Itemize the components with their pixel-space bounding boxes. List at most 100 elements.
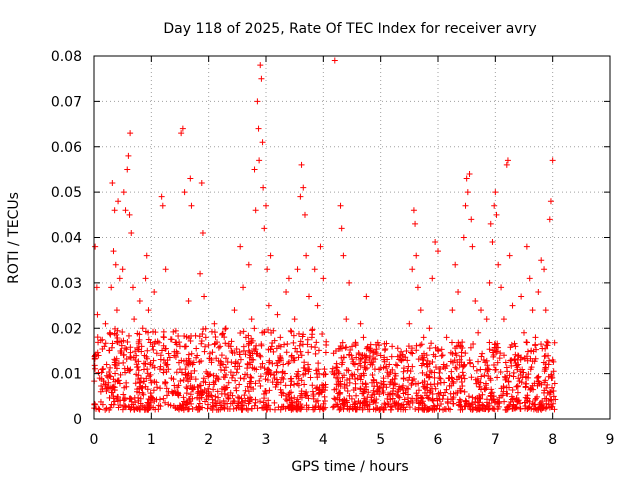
data-point [403, 401, 410, 408]
data-point [346, 375, 353, 382]
data-point [477, 405, 484, 412]
data-point [410, 207, 417, 214]
data-point [351, 401, 358, 408]
data-point [476, 383, 483, 390]
data-point [435, 248, 441, 255]
data-point [94, 311, 101, 318]
x-tick-label: 8 [548, 432, 557, 448]
data-point [337, 405, 344, 412]
data-point [110, 248, 117, 255]
data-point [517, 356, 524, 363]
data-point [322, 381, 329, 388]
data-point [457, 343, 464, 350]
data-point [432, 239, 439, 246]
data-point [139, 325, 146, 332]
y-axis-label: ROTI / TECUs [6, 192, 22, 284]
x-axis-ticks: 0 1 2 3 4 5 6 7 8 9 [90, 56, 614, 448]
data-point [370, 387, 377, 394]
data-point [386, 371, 393, 378]
data-point [532, 334, 539, 341]
data-point [290, 339, 297, 346]
data-point [197, 270, 204, 277]
data-point [424, 381, 431, 388]
data-point [436, 396, 443, 403]
data-point [167, 402, 174, 409]
data-point [132, 348, 139, 355]
data-point [258, 75, 265, 82]
data-point [418, 341, 425, 348]
data-point [339, 339, 346, 346]
data-point [265, 397, 272, 404]
data-point [506, 384, 513, 391]
data-point [434, 402, 441, 409]
data-point [321, 398, 328, 405]
data-point [458, 379, 465, 386]
data-point [425, 395, 432, 402]
data-point [263, 202, 269, 209]
x-tick-label: 1 [147, 432, 156, 448]
data-point [361, 395, 368, 402]
data-point [512, 351, 519, 358]
data-point [297, 348, 304, 355]
data-point [387, 396, 394, 403]
data-point [265, 326, 272, 333]
data-point [162, 399, 169, 406]
data-point [125, 367, 132, 374]
data-point [179, 125, 186, 132]
data-point [97, 388, 104, 395]
data-point [545, 361, 552, 368]
data-point [260, 405, 267, 412]
data-point [286, 389, 293, 396]
data-point [419, 352, 426, 359]
data-point [237, 330, 244, 337]
data-point [386, 361, 393, 368]
data-point [466, 170, 473, 177]
data-point [252, 207, 259, 214]
data-point [542, 365, 549, 372]
data-point [111, 207, 118, 214]
data-point [204, 370, 211, 377]
data-point [544, 381, 551, 388]
data-point [340, 401, 347, 408]
data-point [156, 366, 163, 373]
data-point [408, 381, 415, 388]
data-point [174, 384, 181, 391]
data-point [493, 348, 500, 355]
data-point [151, 288, 158, 295]
data-point [215, 406, 222, 413]
data-point [271, 337, 278, 344]
data-point [357, 362, 364, 369]
data-point [215, 376, 222, 383]
data-point [107, 329, 114, 336]
data-point [198, 337, 205, 344]
data-point [119, 266, 126, 273]
data-point [135, 346, 142, 353]
data-point [162, 345, 169, 352]
data-point [110, 376, 117, 383]
data-point [334, 375, 341, 382]
data-point [404, 367, 411, 374]
data-point [269, 360, 276, 367]
data-point [120, 337, 127, 344]
data-point [175, 359, 182, 366]
data-point [230, 405, 237, 412]
data-point [160, 395, 167, 402]
data-point [228, 347, 235, 354]
data-point [463, 175, 470, 182]
data-point [520, 369, 527, 376]
data-point [202, 325, 209, 332]
data-point [524, 348, 531, 355]
data-point [438, 401, 445, 408]
data-point [449, 339, 456, 346]
data-point [144, 366, 151, 373]
data-point [127, 349, 134, 356]
data-point [248, 374, 255, 381]
data-point [303, 252, 310, 259]
data-point [271, 375, 278, 382]
data-point [391, 399, 398, 406]
data-point [432, 344, 439, 351]
data-point [185, 298, 192, 305]
data-point [257, 353, 264, 360]
data-point [374, 383, 381, 390]
data-point [407, 368, 414, 375]
